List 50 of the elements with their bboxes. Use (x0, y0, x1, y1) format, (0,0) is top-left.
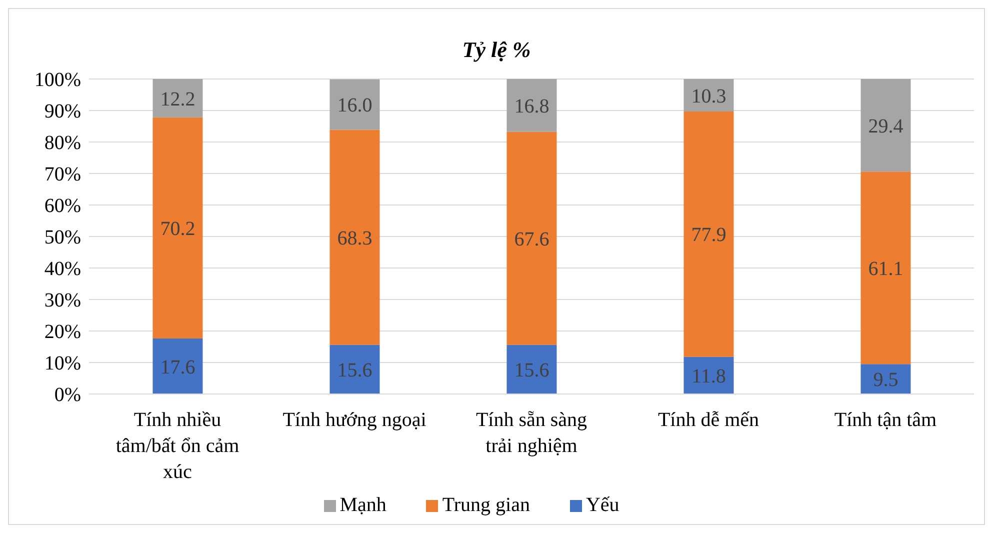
data-label: 9.5 (873, 369, 898, 392)
bar (860, 79, 911, 172)
x-tick-label: Tính dễ mến (658, 409, 760, 431)
bar (684, 79, 734, 112)
y-tick-label: 20% (44, 321, 81, 344)
y-tick-label: 10% (44, 352, 81, 375)
bar (152, 79, 203, 118)
x-tick-label: Tính tận tâm (834, 409, 938, 431)
legend-label: Mạnh (340, 494, 386, 516)
data-label: 12.2 (160, 88, 196, 110)
data-label: 70.2 (160, 218, 196, 240)
data-label: 16.0 (337, 94, 372, 117)
bar (506, 79, 557, 132)
bar (330, 79, 380, 130)
legend-label: Yếu (586, 494, 620, 516)
y-tick-label: 70% (44, 164, 81, 186)
x-tick-label: Tính hướng ngoại (282, 409, 427, 431)
y-tick-label: 30% (44, 290, 81, 312)
y-tick-label: 90% (44, 100, 81, 123)
y-tick-label: 60% (44, 195, 81, 218)
y-tick-label: 50% (44, 226, 81, 249)
data-label: 15.6 (337, 360, 372, 382)
y-tick-label: 40% (44, 258, 81, 280)
bar (684, 111, 734, 357)
bar (330, 130, 380, 345)
bar (330, 344, 380, 394)
bar (152, 117, 203, 339)
bar (152, 338, 203, 394)
data-label: 17.6 (160, 356, 196, 378)
bar (684, 356, 734, 394)
legend-label: Trung gian (442, 494, 530, 516)
data-label: 77.9 (691, 224, 726, 246)
bar (860, 364, 911, 394)
bar (860, 172, 911, 364)
bar (506, 344, 557, 394)
data-label: 15.6 (514, 360, 550, 382)
data-label: 68.3 (337, 227, 372, 250)
y-tick-label: 100% (34, 69, 81, 92)
bar (506, 132, 557, 345)
data-label: 29.4 (868, 115, 904, 138)
data-label: 10.3 (691, 85, 726, 108)
data-label: 61.1 (868, 258, 904, 280)
chart-title: Tỷ lệ % (461, 36, 532, 64)
y-tick-label: 80% (44, 132, 81, 154)
x-tick-label: Tính nhiều tâm/bất ổn cảm xúc (116, 409, 240, 483)
data-label: 11.8 (692, 366, 726, 388)
x-tick-label: Tính sẵn sàng trải nghiệm (476, 409, 588, 457)
data-label: 67.6 (514, 228, 550, 250)
y-tick-label: 0% (54, 384, 81, 406)
data-label: 16.8 (514, 96, 550, 118)
